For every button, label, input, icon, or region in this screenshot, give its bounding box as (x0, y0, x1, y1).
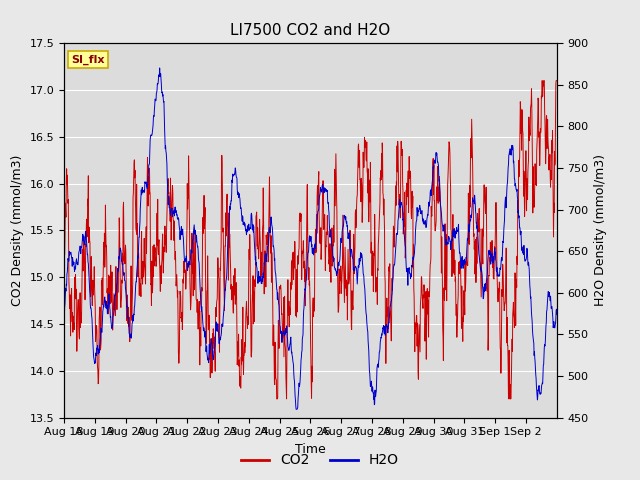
Y-axis label: CO2 Density (mmol/m3): CO2 Density (mmol/m3) (11, 155, 24, 306)
Legend: CO2, H2O: CO2, H2O (236, 448, 404, 473)
Title: LI7500 CO2 and H2O: LI7500 CO2 and H2O (230, 23, 390, 38)
X-axis label: Time: Time (295, 443, 326, 456)
Y-axis label: H2O Density (mmol/m3): H2O Density (mmol/m3) (594, 155, 607, 306)
Text: SI_flx: SI_flx (72, 54, 105, 65)
